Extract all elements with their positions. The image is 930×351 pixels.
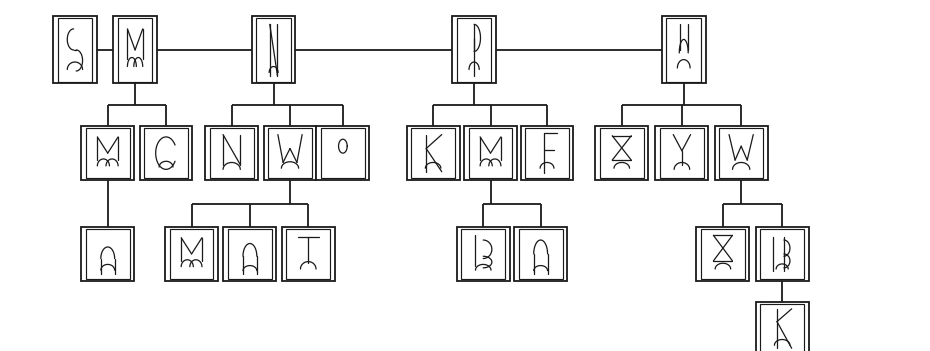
Bar: [223, 227, 276, 280]
Bar: [406, 126, 459, 180]
Bar: [715, 126, 767, 180]
Bar: [519, 229, 563, 279]
Bar: [228, 229, 272, 279]
Bar: [140, 126, 193, 180]
Bar: [252, 16, 296, 84]
Bar: [166, 227, 218, 280]
Bar: [464, 126, 517, 180]
Bar: [697, 227, 750, 280]
Bar: [86, 128, 129, 178]
Bar: [660, 128, 704, 178]
Bar: [206, 126, 259, 180]
Bar: [761, 229, 804, 279]
Bar: [461, 229, 505, 279]
Bar: [514, 227, 567, 280]
Bar: [662, 16, 706, 84]
Bar: [411, 128, 455, 178]
Bar: [81, 126, 134, 180]
Bar: [457, 227, 510, 280]
Bar: [58, 18, 92, 82]
Bar: [457, 18, 491, 82]
Bar: [286, 229, 330, 279]
Bar: [600, 128, 644, 178]
Bar: [701, 229, 745, 279]
Bar: [268, 128, 312, 178]
Bar: [521, 126, 574, 180]
Bar: [469, 128, 512, 178]
Bar: [257, 18, 291, 82]
Bar: [210, 128, 254, 178]
Bar: [321, 128, 365, 178]
Bar: [525, 128, 569, 178]
Bar: [81, 227, 134, 280]
Bar: [169, 229, 214, 279]
Bar: [667, 18, 701, 82]
Bar: [118, 18, 153, 82]
Bar: [656, 126, 709, 180]
Bar: [719, 128, 763, 178]
Bar: [53, 16, 97, 84]
Bar: [756, 302, 808, 351]
Bar: [316, 126, 369, 180]
Bar: [756, 227, 808, 280]
Bar: [452, 16, 496, 84]
Bar: [144, 128, 188, 178]
Bar: [86, 229, 129, 279]
Bar: [595, 126, 648, 180]
Bar: [263, 126, 316, 180]
Bar: [761, 304, 804, 351]
Bar: [282, 227, 335, 280]
Bar: [113, 16, 157, 84]
